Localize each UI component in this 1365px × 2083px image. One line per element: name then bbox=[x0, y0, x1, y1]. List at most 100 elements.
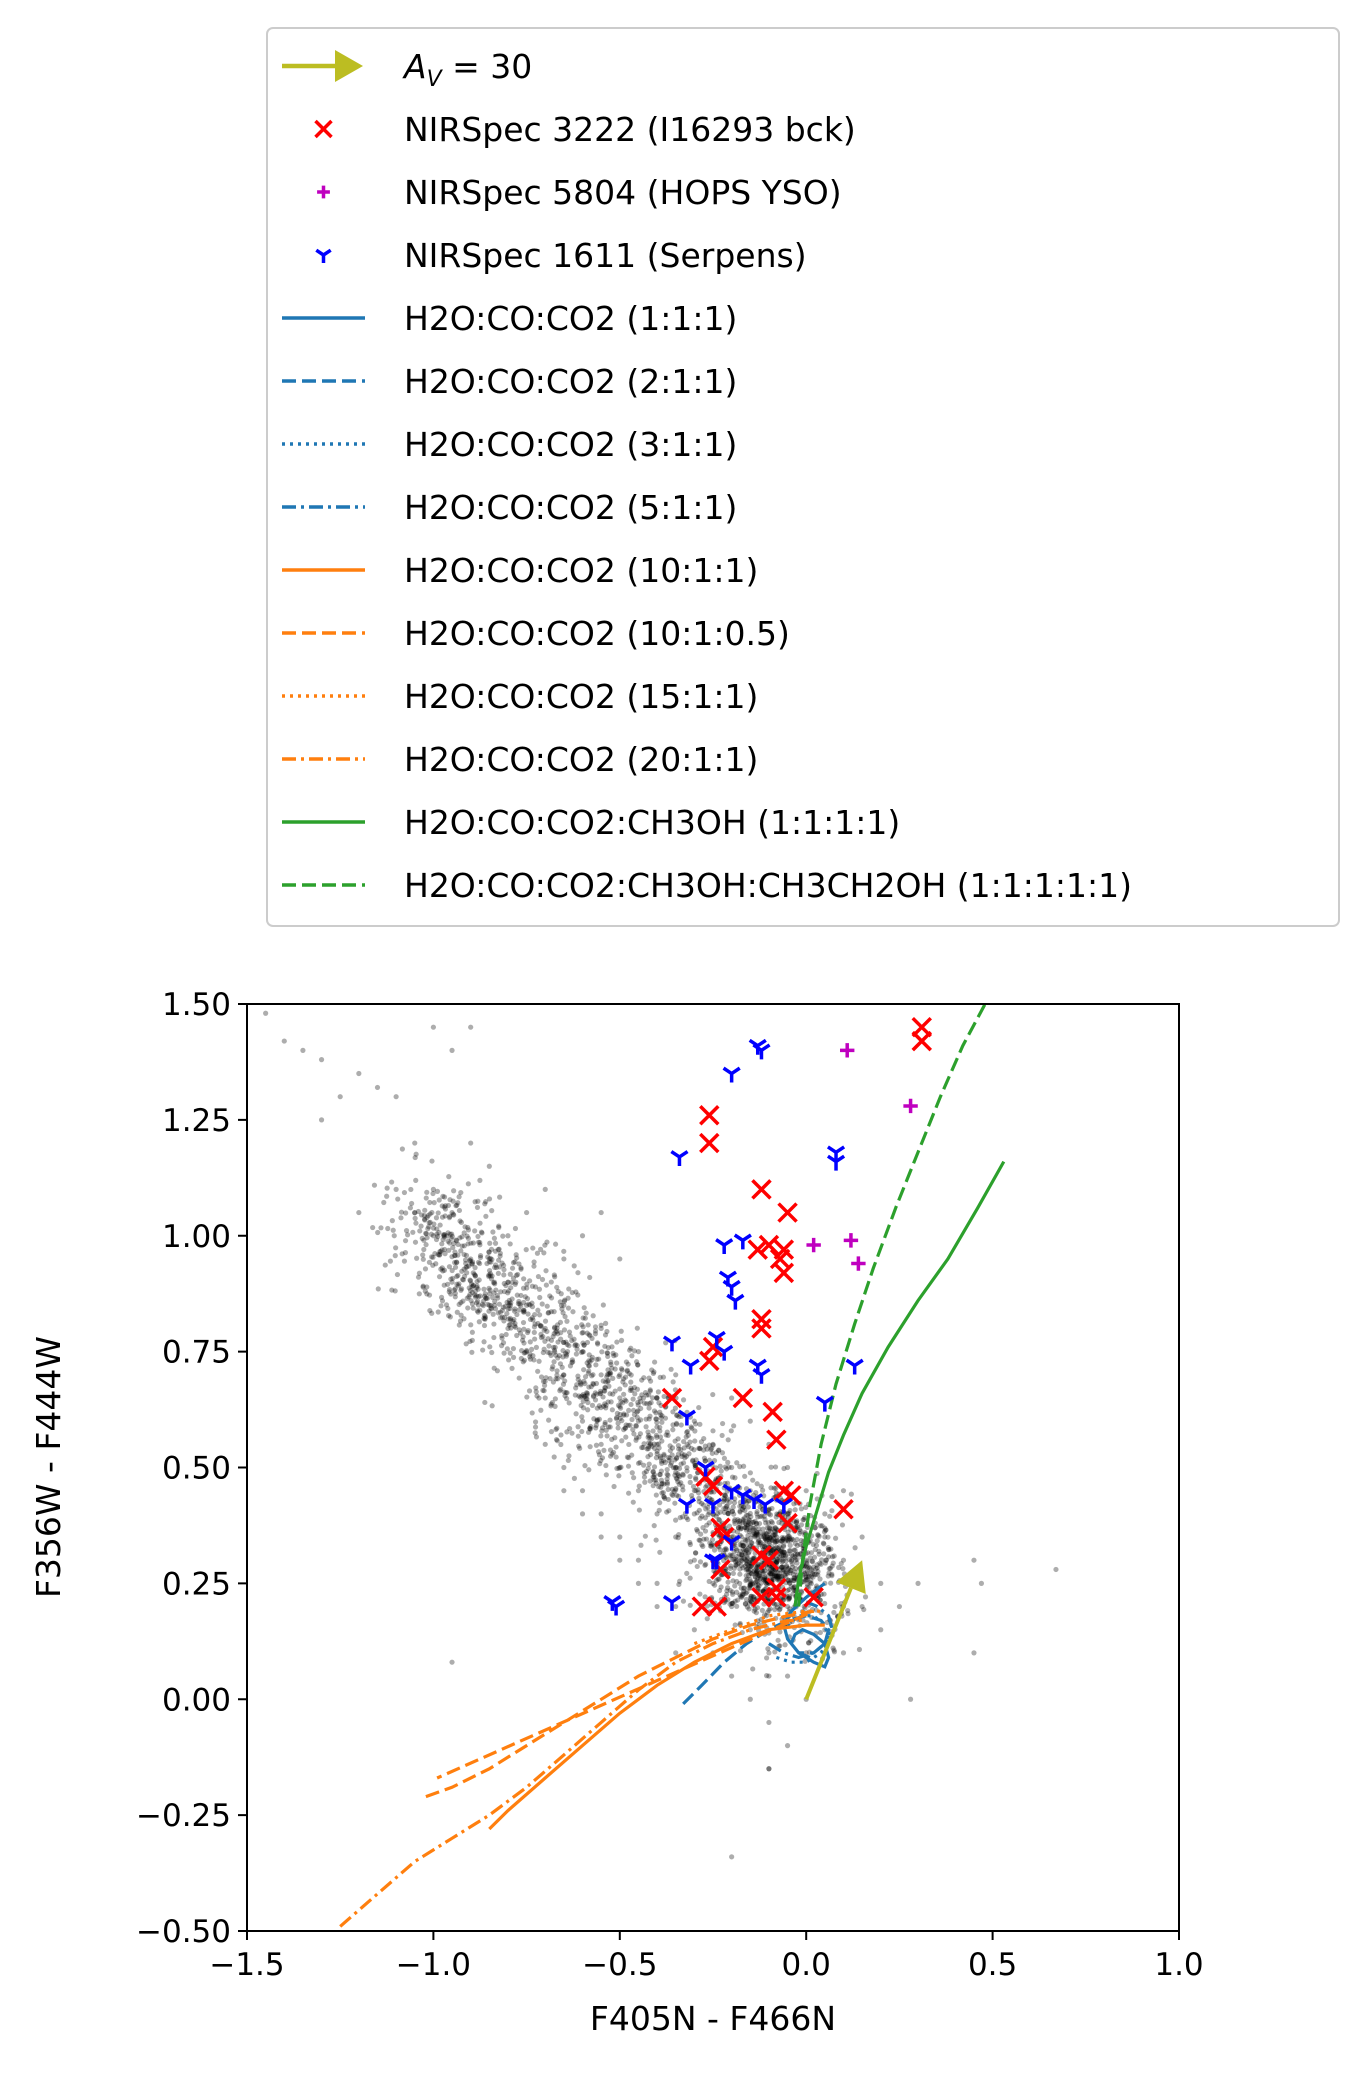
background-point bbox=[784, 1464, 791, 1471]
background-point bbox=[750, 1531, 756, 1537]
background-point bbox=[808, 1567, 815, 1573]
background-point bbox=[518, 1265, 524, 1271]
background-point bbox=[547, 1350, 553, 1356]
background-point bbox=[759, 1544, 766, 1550]
background-point bbox=[791, 1575, 797, 1581]
background-point bbox=[765, 1573, 771, 1579]
background-point bbox=[444, 1281, 451, 1287]
background-point bbox=[597, 1391, 603, 1397]
background-point bbox=[721, 1505, 727, 1512]
background-point bbox=[701, 1447, 707, 1453]
background-point bbox=[734, 1558, 740, 1564]
marker-x bbox=[911, 1030, 933, 1052]
background-point bbox=[641, 1400, 648, 1406]
background-point bbox=[742, 1524, 748, 1531]
background-point bbox=[684, 1428, 691, 1435]
background-point bbox=[811, 1571, 817, 1578]
background-point bbox=[630, 1407, 637, 1414]
background-point bbox=[678, 1422, 684, 1428]
legend-marker-icon bbox=[314, 119, 333, 139]
background-point bbox=[628, 1372, 634, 1378]
background-point bbox=[465, 1227, 472, 1233]
background-point bbox=[554, 1372, 560, 1378]
background-point bbox=[785, 1511, 791, 1517]
background-point bbox=[689, 1492, 695, 1499]
background-point bbox=[651, 1523, 657, 1529]
background-point bbox=[508, 1325, 514, 1331]
background-point bbox=[780, 1567, 786, 1573]
background-point bbox=[633, 1423, 639, 1429]
background-point bbox=[429, 1158, 435, 1164]
background-point bbox=[679, 1453, 685, 1460]
background-point bbox=[488, 1246, 495, 1252]
background-point bbox=[478, 1229, 485, 1235]
background-point bbox=[521, 1340, 527, 1346]
background-point bbox=[515, 1301, 522, 1307]
background-point bbox=[487, 1344, 493, 1350]
background-point bbox=[764, 1581, 770, 1587]
background-point bbox=[582, 1315, 588, 1321]
background-point bbox=[878, 1627, 884, 1633]
background-point bbox=[506, 1322, 512, 1328]
background-point bbox=[507, 1350, 513, 1356]
background-point bbox=[607, 1391, 613, 1397]
background-point bbox=[722, 1492, 728, 1499]
background-point bbox=[622, 1425, 629, 1431]
background-point bbox=[736, 1518, 742, 1525]
background-point bbox=[492, 1264, 498, 1271]
background-point bbox=[758, 1580, 764, 1586]
background-point bbox=[674, 1412, 680, 1418]
background-point bbox=[615, 1402, 622, 1408]
background-point bbox=[518, 1292, 524, 1299]
background-point bbox=[760, 1526, 766, 1532]
background-point bbox=[753, 1571, 760, 1577]
x-tick-label: 1.0 bbox=[1154, 1947, 1203, 1983]
background-point bbox=[538, 1323, 544, 1329]
background-point bbox=[697, 1446, 703, 1452]
background-point bbox=[741, 1504, 747, 1510]
background-point bbox=[746, 1559, 752, 1566]
background-point bbox=[457, 1318, 464, 1324]
background-point bbox=[663, 1432, 669, 1438]
background-point bbox=[751, 1527, 757, 1533]
series-line-4 bbox=[488, 1623, 825, 1831]
background-point bbox=[692, 1428, 698, 1434]
background-point bbox=[627, 1347, 633, 1353]
background-point bbox=[545, 1310, 551, 1316]
background-point bbox=[831, 1647, 837, 1653]
background-point bbox=[573, 1351, 579, 1357]
background-point bbox=[522, 1349, 528, 1356]
background-point bbox=[828, 1580, 834, 1586]
background-point bbox=[674, 1464, 680, 1471]
background-point bbox=[713, 1450, 719, 1456]
background-point bbox=[658, 1477, 665, 1483]
background-point bbox=[742, 1536, 748, 1542]
background-point bbox=[461, 1243, 467, 1249]
background-point bbox=[620, 1400, 626, 1406]
background-point bbox=[743, 1573, 749, 1579]
background-point bbox=[807, 1565, 813, 1571]
background-point bbox=[621, 1391, 627, 1397]
marker-x bbox=[691, 1596, 713, 1617]
background-point bbox=[547, 1376, 553, 1382]
background-point bbox=[717, 1463, 723, 1469]
background-point bbox=[825, 1545, 831, 1551]
background-point bbox=[589, 1354, 595, 1360]
background-point bbox=[477, 1307, 483, 1313]
background-point bbox=[807, 1580, 813, 1586]
background-point bbox=[558, 1302, 565, 1309]
background-point bbox=[794, 1519, 800, 1525]
background-point bbox=[779, 1564, 785, 1570]
background-point bbox=[681, 1445, 687, 1451]
background-point bbox=[337, 1094, 343, 1100]
background-point bbox=[743, 1522, 750, 1528]
background-point bbox=[776, 1544, 782, 1550]
background-point bbox=[615, 1420, 621, 1426]
background-point bbox=[501, 1267, 507, 1273]
background-point bbox=[649, 1435, 655, 1442]
background-point bbox=[661, 1393, 667, 1400]
background-point bbox=[736, 1520, 743, 1527]
background-point bbox=[732, 1517, 738, 1523]
background-point bbox=[746, 1606, 752, 1612]
background-point bbox=[442, 1203, 449, 1209]
